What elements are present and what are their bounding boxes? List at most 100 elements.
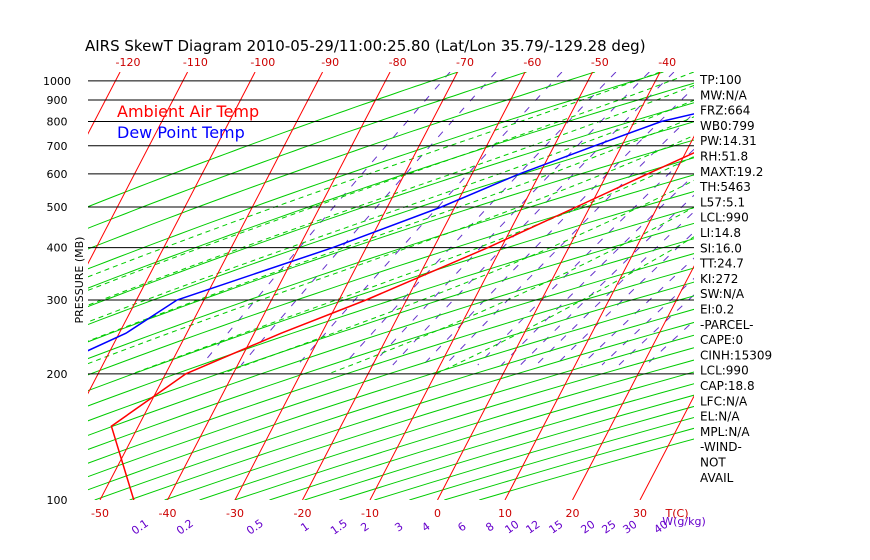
dry-adiabat-line xyxy=(88,72,596,250)
dry-adiabat-line xyxy=(88,157,694,360)
dry-adiabat-line xyxy=(88,72,664,270)
stability-index-text: L57:5.1 xyxy=(700,195,745,209)
dry-adiabat-line xyxy=(88,267,694,464)
bottom-temp-tick-label: 10 xyxy=(498,507,512,520)
stability-index-text: LCL:990 xyxy=(700,364,749,378)
isotherm-line xyxy=(234,72,459,500)
stability-index-text: WB0:799 xyxy=(700,119,755,133)
mixing-ratio-line xyxy=(535,211,694,366)
moist-adiabat-line xyxy=(328,206,694,375)
mixing-ratio-tick-label: 6 xyxy=(455,520,468,535)
mixing-ratio-line xyxy=(422,86,694,366)
pressure-tick-label: 200 xyxy=(47,368,68,381)
stability-index-text: SW:N/A xyxy=(700,287,745,301)
chart-title: AIRS SkewT Diagram 2010-05-29/11:00:25.8… xyxy=(85,37,646,55)
bottom-temp-tick-label: -20 xyxy=(294,507,312,520)
isotherm-line xyxy=(167,72,391,500)
dry-adiabat-line xyxy=(88,82,694,289)
dry-adiabat-line xyxy=(164,334,694,500)
dry-adiabat-line xyxy=(88,191,694,392)
mixing-ratio-line xyxy=(477,148,694,366)
isotherm-line xyxy=(775,72,870,500)
dry-adiabat-line xyxy=(88,253,694,450)
stability-index-text: NOT xyxy=(700,456,726,470)
stability-index-text: CINH:15309 xyxy=(700,348,772,362)
bottom-temp-tick-label: -40 xyxy=(159,507,177,520)
dry-adiabat-line xyxy=(94,308,694,500)
bottom-temp-tick-label: 20 xyxy=(566,507,580,520)
dry-adiabat-line xyxy=(88,222,694,422)
mixing-ratio-tick-label: 30 xyxy=(621,518,640,537)
pressure-tick-label: 100 xyxy=(47,494,68,507)
stability-index-text: CAP:18.8 xyxy=(700,379,755,393)
stability-index-text: FRZ:664 xyxy=(700,104,750,118)
dry-adiabat-line xyxy=(444,427,694,500)
dry-adiabat-line xyxy=(88,121,694,326)
mixing-ratio-line xyxy=(520,194,694,366)
bottom-temp-tick-label: -30 xyxy=(226,507,244,520)
moist-adiabat-line xyxy=(88,84,694,306)
stability-index-text: LCL:990 xyxy=(700,211,749,225)
dew-point-profile-line xyxy=(88,113,694,352)
moist-adiabat-line xyxy=(132,155,694,375)
dry-adiabat-line xyxy=(88,139,694,343)
isotherm-line xyxy=(88,72,189,265)
top-temp-tick-label: -60 xyxy=(523,56,541,69)
mixing-ratio-tick-label: 3 xyxy=(392,520,405,535)
legend-dew-point: Dew Point Temp xyxy=(117,123,245,142)
stability-index-text: KI:272 xyxy=(700,272,738,286)
isotherm-line xyxy=(437,72,661,500)
mixing-ratio-line xyxy=(343,72,617,366)
stability-index-text: TP:100 xyxy=(699,73,742,87)
stability-index-text: AVAIL xyxy=(700,471,734,485)
isotherm-line xyxy=(88,72,256,395)
temperature-profile-line xyxy=(110,151,694,500)
mixing-ratio-tick-label: 8 xyxy=(483,520,496,535)
bottom-temp-tick-label: 0 xyxy=(434,507,441,520)
pressure-tick-label: 700 xyxy=(47,140,68,153)
stability-index-text: -PARCEL- xyxy=(700,318,754,332)
isotherm-line xyxy=(572,265,694,500)
pressure-tick-label: 500 xyxy=(47,201,68,214)
top-temp-tick-label: -40 xyxy=(658,56,676,69)
legend-temperature: Ambient Air Temp xyxy=(117,102,259,121)
pressure-tick-label: 600 xyxy=(47,168,68,181)
stability-index-text: -WIND- xyxy=(700,440,742,454)
bottom-temp-tick-label: 30 xyxy=(633,507,647,520)
dry-adiabat-line xyxy=(269,371,694,500)
mixing-ratio-tick-label: 4 xyxy=(419,520,432,535)
pressure-tick-label: 900 xyxy=(47,94,68,107)
isotherm-line xyxy=(99,72,324,500)
moist-adiabat-line xyxy=(88,116,694,342)
moist-adiabat-line xyxy=(88,72,661,278)
dry-adiabat-line xyxy=(304,383,694,500)
plot-area xyxy=(0,72,870,500)
moist-adiabat-line xyxy=(221,179,694,375)
mixing-ratio-tick-label: 0.2 xyxy=(174,517,196,538)
moist-adiabat-line xyxy=(88,72,694,291)
mixing-ratio-tick-label: 2 xyxy=(358,520,371,535)
isotherm-line xyxy=(88,72,121,135)
dry-adiabat-line xyxy=(88,72,459,208)
y-axis-label: PRESSURE (MB) xyxy=(73,237,86,324)
stability-index-text: MAXT:19.2 xyxy=(700,165,763,179)
top-temp-tick-label: -70 xyxy=(456,56,474,69)
moist-adiabat-line xyxy=(88,99,694,323)
stability-index-text: CAPE:0 xyxy=(700,333,743,347)
stability-index-text: MPL:N/A xyxy=(700,425,750,439)
stability-index-text: RH:51.8 xyxy=(700,150,748,164)
isotherm-line xyxy=(369,72,594,500)
moist-adiabat-line xyxy=(435,236,694,375)
mixing-ratio-tick-label: 1 xyxy=(298,520,311,535)
top-temp-tick-label: -110 xyxy=(183,56,208,69)
stability-index-text: TT:24.7 xyxy=(699,257,744,271)
isotherm-line xyxy=(0,72,53,500)
top-temp-tick-label: -50 xyxy=(591,56,609,69)
dry-adiabat-line xyxy=(88,207,694,407)
pressure-tick-label: 800 xyxy=(47,115,68,128)
dry-adiabat-line xyxy=(88,102,694,308)
isotherm-line xyxy=(504,135,694,500)
dry-adiabat-line xyxy=(88,295,694,491)
dry-adiabat-line xyxy=(88,72,527,229)
bottom-temp-tick-label: -10 xyxy=(361,507,379,520)
